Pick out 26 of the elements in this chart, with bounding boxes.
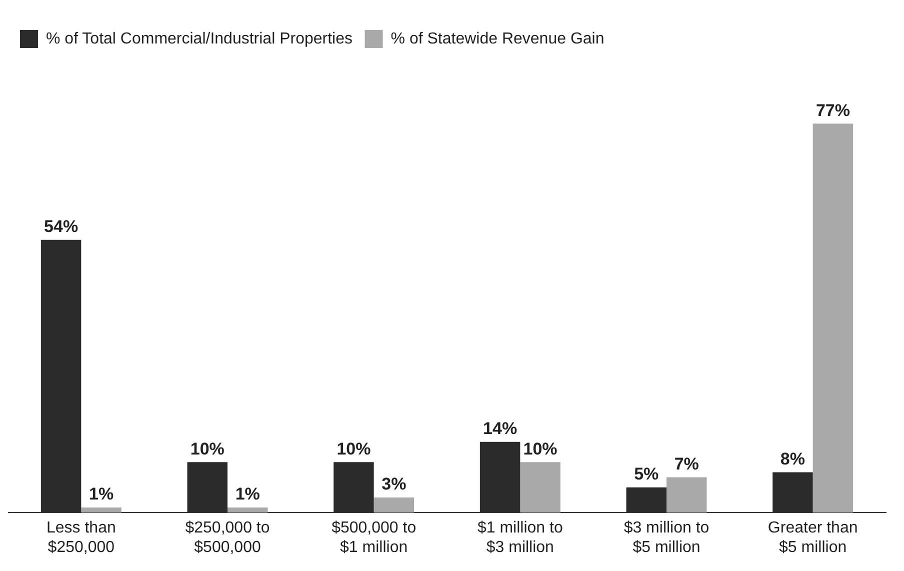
- data-label: 8%: [780, 449, 805, 468]
- bar: [228, 508, 268, 513]
- bar: [374, 497, 414, 513]
- x-tick-label: Less than $250,000: [46, 520, 116, 556]
- data-label: 1%: [235, 484, 260, 504]
- data-label: 10%: [190, 439, 224, 458]
- data-label: 3%: [382, 474, 406, 494]
- x-tick-label: $250,000 to $500,000: [185, 520, 270, 556]
- data-label: 54%: [44, 217, 78, 236]
- data-label: 14%: [483, 419, 518, 438]
- x-tick-label: $500,000 to $1 million: [332, 520, 416, 556]
- x-tick-label: Greater than $5 million: [768, 520, 858, 556]
- data-label: 7%: [674, 454, 699, 474]
- x-tick-label: $1 million to $3 million: [477, 520, 563, 556]
- data-label: 77%: [816, 100, 850, 120]
- bar: [666, 477, 707, 513]
- legend-label: % of Total Commercial/Industrial Properties: [46, 30, 352, 48]
- data-label: 10%: [523, 439, 558, 458]
- legend-label: % of Statewide Revenue Gain: [390, 30, 604, 48]
- bar: [81, 508, 122, 513]
- data-label: 5%: [634, 464, 659, 484]
- data-label: 1%: [89, 484, 114, 504]
- x-tick-label: $3 million to $5 million: [624, 520, 710, 556]
- bar: [520, 462, 560, 513]
- data-label: 10%: [336, 439, 371, 458]
- bar: [812, 124, 854, 513]
